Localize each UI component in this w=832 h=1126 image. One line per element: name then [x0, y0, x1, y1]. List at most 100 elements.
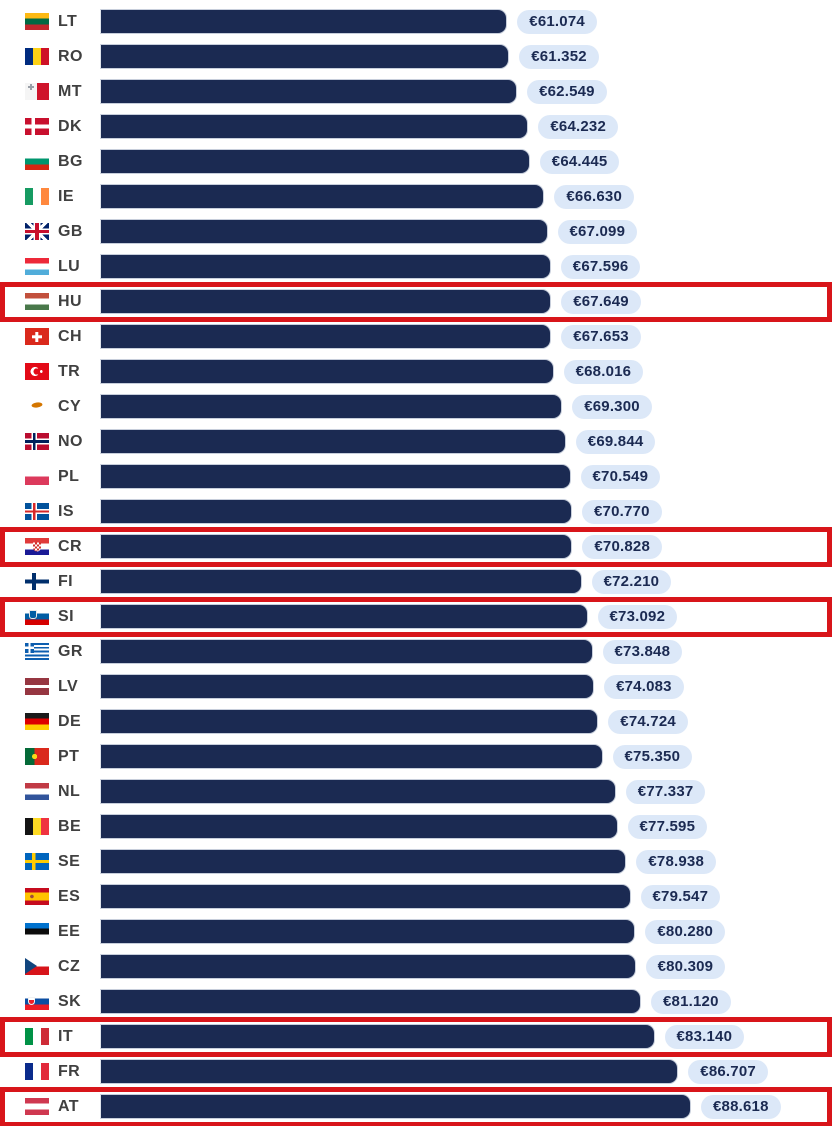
flag-pl-icon — [25, 468, 49, 485]
value-bar — [100, 149, 530, 174]
bar-track: €70.828 — [100, 534, 832, 559]
value-badge: €80.309 — [645, 954, 726, 979]
country-row-sk: SK €81.120 — [0, 984, 832, 1019]
value-bar — [100, 184, 545, 209]
value-badge: €86.707 — [688, 1059, 768, 1084]
bar-track: €83.140 — [100, 1024, 832, 1049]
country-row-ie: IE €66.630 — [0, 179, 832, 214]
bar-track: €81.120 — [100, 989, 832, 1014]
value-badge: €75.350 — [612, 744, 693, 769]
bar-track: €64.232 — [100, 114, 832, 139]
country-code-label: IS — [58, 502, 74, 520]
bar-track: €67.649 — [100, 289, 832, 314]
value-badge: €67.596 — [560, 254, 641, 279]
flag-mt-icon — [25, 83, 49, 100]
value-bar — [100, 1024, 655, 1049]
bar-track: €61.352 — [100, 44, 832, 69]
value-badge: €78.938 — [636, 849, 717, 874]
bar-track: €88.618 — [100, 1094, 832, 1119]
bar-track: €70.549 — [100, 464, 832, 489]
chart-rows: LT €61.074 RO €61.352 MT €62.549 DK €64.… — [0, 4, 832, 1126]
country-code-label: BG — [58, 152, 83, 170]
country-row-lu: LU €67.596 — [0, 249, 832, 284]
country-code-label: NO — [58, 432, 83, 450]
flag-ie-icon — [25, 188, 49, 205]
country-code-label: LU — [58, 257, 81, 275]
country-row-cz: CZ €80.309 — [0, 949, 832, 984]
value-bar — [100, 394, 563, 419]
bar-track: €64.445 — [100, 149, 832, 174]
value-bar — [100, 639, 593, 664]
country-code-label: PT — [58, 747, 80, 765]
value-badge: €69.300 — [572, 394, 652, 419]
value-bar — [100, 604, 588, 629]
flag-sk-icon — [25, 993, 49, 1010]
bar-track: €68.016 — [100, 359, 832, 384]
bar-track: €74.724 — [100, 709, 832, 734]
bar-track: €73.092 — [100, 604, 832, 629]
country-row-dk: DK €64.232 — [0, 109, 832, 144]
value-badge: €80.280 — [645, 919, 726, 944]
bar-track: €73.848 — [100, 639, 832, 664]
bar-track: €78.938 — [100, 849, 832, 874]
flag-ch-icon — [25, 328, 49, 345]
value-bar — [100, 814, 618, 839]
country-row-nl: NL €77.337 — [0, 774, 832, 809]
country-row-gb: GB €67.099 — [0, 214, 832, 249]
flag-hu-icon — [25, 293, 49, 310]
value-bar — [100, 254, 551, 279]
value-badge: €61.074 — [517, 9, 597, 34]
country-row-at: AT €88.618 — [0, 1086, 832, 1126]
country-row-fr: FR €86.707 — [0, 1054, 832, 1089]
country-code-label: EE — [58, 922, 81, 940]
flag-es-icon — [25, 888, 49, 905]
value-badge: €70.770 — [582, 499, 662, 524]
value-badge: €67.653 — [561, 324, 641, 349]
value-badge: €83.140 — [664, 1024, 745, 1049]
value-bar — [100, 1059, 679, 1084]
country-row-no: NO €69.844 — [0, 424, 832, 459]
value-bar — [100, 324, 552, 349]
value-bar — [100, 499, 572, 524]
country-row-es: ES €79.547 — [0, 879, 832, 914]
value-badge: €88.618 — [701, 1094, 781, 1119]
value-bar — [100, 779, 616, 804]
country-row-si: SI €73.092 — [0, 596, 832, 637]
country-code-label: GB — [58, 222, 83, 240]
country-code-label: IT — [58, 1027, 74, 1045]
country-code-label: MT — [58, 82, 82, 100]
flag-at-icon — [25, 1098, 49, 1115]
country-code-label: CZ — [58, 957, 81, 975]
flag-cr-icon — [25, 538, 49, 555]
value-bar — [100, 289, 552, 314]
flag-no-icon — [25, 433, 49, 450]
flag-cz-icon — [25, 958, 49, 975]
value-badge: €77.595 — [627, 814, 708, 839]
value-bar — [100, 9, 508, 34]
bar-track: €67.099 — [100, 219, 832, 244]
flag-dk-icon — [25, 118, 49, 135]
value-badge: €61.352 — [519, 44, 599, 69]
bar-track: €77.337 — [100, 779, 832, 804]
value-bar — [100, 464, 571, 489]
flag-se-icon — [25, 853, 49, 870]
bar-track: €62.549 — [100, 79, 832, 104]
bar-track: €79.547 — [100, 884, 832, 909]
value-badge: €64.232 — [538, 114, 619, 139]
country-row-cr: CR €70.828 — [0, 526, 832, 567]
country-code-label: CY — [58, 397, 82, 415]
value-bar — [100, 79, 518, 104]
value-badge: €64.445 — [539, 149, 620, 174]
country-code-label: GR — [58, 642, 83, 660]
country-code-label: HU — [58, 292, 82, 310]
country-row-lv: LV €74.083 — [0, 669, 832, 704]
bar-track: €69.844 — [100, 429, 832, 454]
country-code-label: RO — [58, 47, 83, 65]
value-bar — [100, 709, 599, 734]
country-row-gr: GR €73.848 — [0, 634, 832, 669]
bar-track: €70.770 — [100, 499, 832, 524]
country-code-label: FR — [58, 1062, 81, 1080]
flag-it-icon — [25, 1028, 49, 1045]
country-code-label: NL — [58, 782, 81, 800]
country-code-label: DK — [58, 117, 82, 135]
